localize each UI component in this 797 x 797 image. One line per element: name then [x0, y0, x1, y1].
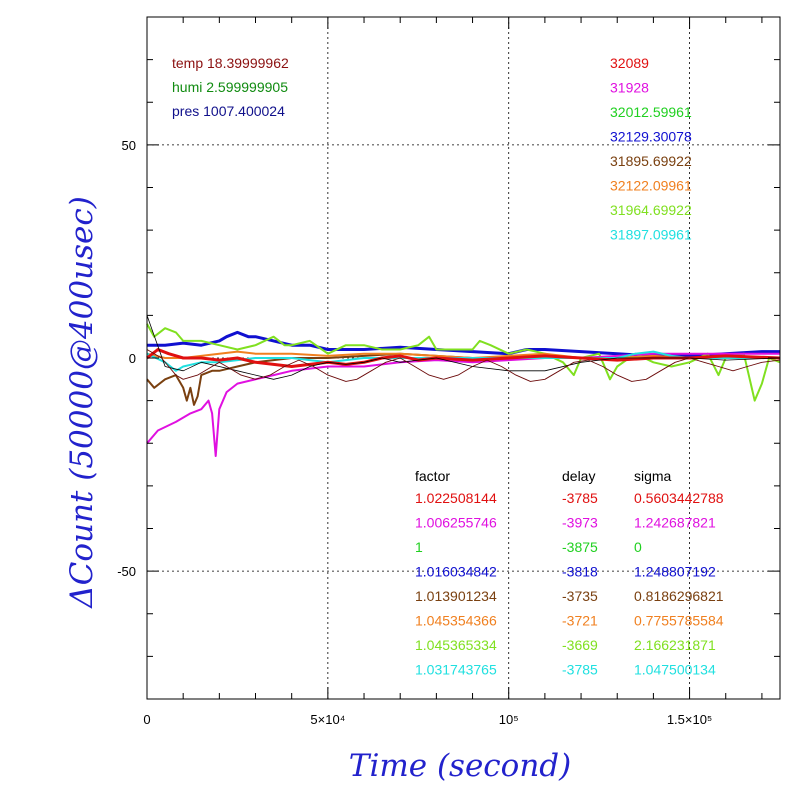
table-sigma-1: 1.242687821	[634, 515, 716, 531]
table-delay-3: -3818	[562, 564, 598, 580]
tick-labels: 0 5×10⁴ 10⁵ 1.5×10⁵ 50 0 -50	[117, 138, 712, 727]
table-delay-7: -3785	[562, 662, 598, 678]
annotations: temp 18.39999962 humi 2.599999905 pres 100…	[172, 55, 724, 678]
table-sigma-6: 2.166231871	[634, 637, 716, 653]
env-label-1: humi 2.599999905	[172, 79, 288, 95]
env-label-2: pres 1007.400024	[172, 103, 285, 119]
table-header-delay: delay	[562, 468, 595, 484]
count-label-7: 31897.09961	[610, 227, 692, 243]
y-tick-label-1: 0	[129, 351, 136, 366]
table-sigma-5: 0.7755785584	[634, 613, 724, 629]
count-label-1: 31928	[610, 80, 649, 96]
table-factor-0: 1.022508144	[415, 490, 497, 506]
table-factor-3: 1.016034842	[415, 564, 497, 580]
table-factor-7: 1.031743765	[415, 662, 497, 678]
axis-ticks	[146, 16, 780, 700]
y-tick-label-0: 50	[122, 138, 136, 153]
plot-series	[146, 315, 781, 457]
table-factor-4: 1.013901234	[415, 588, 497, 604]
table-sigma-2: 0	[634, 539, 642, 555]
count-label-3: 32129.30078	[610, 129, 692, 145]
table-header-sigma: sigma	[634, 468, 672, 484]
table-delay-1: -3973	[562, 515, 598, 531]
table-factor-5: 1.045354366	[415, 613, 497, 629]
count-label-2: 32012.59961	[610, 104, 692, 120]
x-tick-label-3: 1.5×10⁵	[667, 712, 713, 727]
table-factor-2: 1	[415, 539, 423, 555]
series-line-8	[146, 349, 781, 382]
count-label-5: 32122.09961	[610, 178, 692, 194]
x-tick-label-0: 0	[143, 712, 150, 727]
count-label-6: 31964.69922	[610, 202, 692, 218]
table-factor-6: 1.045365334	[415, 637, 497, 653]
y-tick-label-2: -50	[117, 564, 136, 579]
series-line-2	[146, 352, 780, 457]
y-axis-title: ΔCount (50000@400usec)	[64, 196, 100, 609]
x-tick-label-2: 10⁵	[499, 712, 519, 727]
table-delay-5: -3721	[562, 613, 598, 629]
x-tick-label-1: 5×10⁴	[310, 712, 345, 727]
x-axis-title: Time (second)	[349, 748, 571, 784]
series-line-4	[146, 350, 781, 359]
count-label-0: 32089	[610, 55, 649, 71]
table-header-factor: factor	[415, 468, 450, 484]
table-sigma-7: 1.047500134	[634, 662, 716, 678]
table-delay-6: -3669	[562, 637, 598, 653]
table-factor-1: 1.006255746	[415, 515, 497, 531]
table-sigma-3: 1.248807192	[634, 564, 716, 580]
table-sigma-0: 0.5603442788	[634, 490, 724, 506]
table-delay-4: -3735	[562, 588, 598, 604]
series-line-7	[146, 315, 781, 380]
count-label-4: 31895.69922	[610, 153, 692, 169]
table-sigma-4: 0.8186296821	[634, 588, 724, 604]
env-label-0: temp 18.39999962	[172, 55, 289, 71]
table-delay-0: -3785	[562, 490, 598, 506]
table-delay-2: -3875	[562, 539, 598, 555]
